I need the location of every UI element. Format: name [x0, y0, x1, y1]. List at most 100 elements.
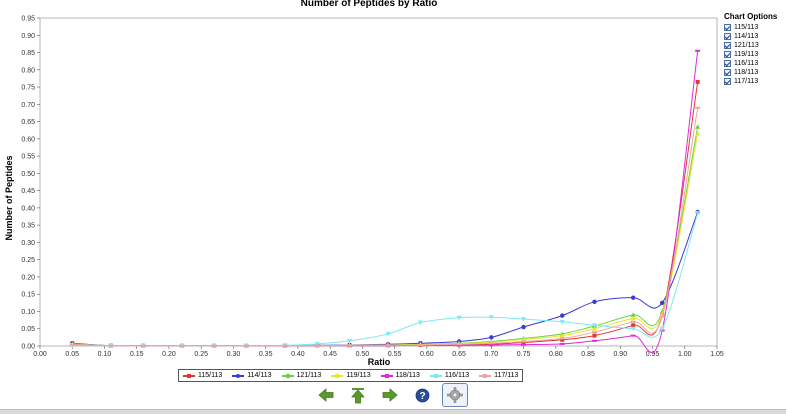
y-tick-label: 0.60 — [21, 136, 35, 143]
data-point — [695, 49, 701, 52]
x-tick-label: 0.85 — [581, 351, 595, 358]
data-point — [282, 344, 288, 347]
data-point — [659, 311, 665, 317]
legend-swatch — [380, 372, 393, 380]
checkbox-checked-icon[interactable] — [724, 42, 731, 49]
legend-item: 118/113 — [380, 372, 420, 380]
data-point — [140, 344, 146, 347]
data-point — [591, 339, 597, 342]
chart-option-label: 115/113 — [734, 24, 759, 31]
checkbox-checked-icon[interactable] — [724, 51, 731, 58]
data-point — [385, 344, 391, 347]
y-axis-label: Number of Peptides — [4, 155, 14, 240]
y-tick-label: 0.30 — [21, 240, 35, 247]
legend-item: 117/113 — [479, 372, 518, 380]
data-point — [488, 343, 494, 346]
y-tick-label: 0.15 — [21, 292, 35, 299]
data-point — [630, 295, 636, 300]
chart-option-117-113[interactable]: 117/113 — [724, 77, 784, 86]
chart-option-118-113[interactable]: 118/113 — [724, 68, 784, 77]
legend-item: 114/113 — [232, 372, 272, 380]
checkbox-checked-icon[interactable] — [724, 33, 731, 40]
top-button[interactable] — [346, 384, 370, 406]
x-tick-label: 0.10 — [98, 351, 112, 358]
y-tick-label: 0.65 — [21, 119, 35, 126]
data-point — [417, 343, 423, 346]
chart-option-116-113[interactable]: 116/113 — [724, 59, 784, 68]
x-tick-label: 1.00 — [678, 351, 692, 358]
arrow-up-icon — [351, 387, 365, 403]
x-tick-label: 0.05 — [65, 351, 79, 358]
chart-option-label: 121/113 — [734, 42, 759, 49]
y-tick-label: 0.45 — [21, 188, 35, 195]
next-button[interactable] — [378, 384, 402, 406]
data-point — [69, 343, 75, 346]
chart-option-114-113[interactable]: 114/113 — [724, 32, 784, 41]
data-point — [346, 338, 352, 344]
settings-button[interactable] — [442, 383, 468, 407]
gear-icon — [447, 387, 463, 403]
legend-label: 118/113 — [395, 372, 420, 379]
legend-label: 117/113 — [494, 372, 519, 379]
x-tick-label: 0.35 — [259, 351, 273, 358]
chart-option-121-113[interactable]: 121/113 — [724, 41, 784, 50]
data-point — [559, 337, 565, 340]
data-point — [559, 333, 565, 338]
x-tick-label: 0.50 — [356, 351, 370, 358]
legend-label: 119/113 — [346, 372, 371, 379]
help-button[interactable]: ? — [410, 384, 434, 406]
legend-label: 115/113 — [198, 372, 223, 379]
x-tick-label: 0.75 — [517, 351, 531, 358]
checkbox-checked-icon[interactable] — [724, 69, 731, 76]
y-tick-label: 0.20 — [21, 274, 35, 281]
status-bar — [0, 409, 786, 414]
data-point — [695, 124, 701, 129]
y-tick-label: 0.50 — [21, 171, 35, 178]
chart-option-115-113[interactable]: 115/113 — [724, 23, 784, 32]
chart-options-title: Chart Options — [724, 12, 778, 21]
chart-title: Number of Peptides by Ratio — [301, 0, 438, 9]
axes: 0.00 0.05 0.10 0.15 0.20 0.25 0.30 0.35 0.40 0.45… — [21, 16, 724, 359]
chart-option-119-113[interactable]: 119/113 — [724, 50, 784, 59]
y-tick-label: 0.70 — [21, 102, 35, 109]
data-point — [488, 315, 494, 320]
checkbox-checked-icon[interactable] — [724, 60, 731, 67]
data-point — [108, 344, 114, 347]
legend-swatch — [429, 372, 442, 380]
y-tick-label: 0.10 — [21, 309, 35, 316]
y-tick-label: 0.80 — [21, 67, 35, 74]
data-point — [488, 342, 494, 345]
data-point — [592, 299, 597, 305]
x-tick-label: 0.80 — [549, 351, 563, 358]
y-tick-label: 0.55 — [21, 154, 35, 161]
data-point — [659, 300, 665, 306]
y-tick-label: 0.25 — [21, 257, 35, 264]
data-point — [521, 340, 526, 345]
data-point — [211, 344, 217, 347]
legend-item: 115/113 — [183, 372, 222, 380]
x-tick-label: 0.25 — [194, 351, 208, 358]
x-axis-label: Ratio — [368, 357, 391, 367]
previous-button[interactable] — [314, 384, 338, 406]
legend-item: 116/113 — [429, 372, 469, 380]
data-point — [591, 323, 597, 328]
data-point — [314, 341, 320, 347]
data-point — [630, 315, 636, 321]
data-point — [314, 344, 320, 347]
x-tick-label: 0.20 — [162, 351, 176, 358]
legend-swatch — [479, 372, 492, 380]
checkbox-checked-icon[interactable] — [724, 24, 731, 31]
y-tick-label: 0.40 — [21, 205, 35, 212]
legend-swatch — [281, 372, 294, 380]
toolbar: ? — [314, 383, 468, 407]
data-point — [695, 79, 700, 84]
x-tick-label: 0.55 — [388, 351, 402, 358]
data-point — [179, 344, 185, 347]
plot-area — [39, 17, 718, 347]
data-point — [630, 326, 636, 332]
y-tick-label: 0.75 — [21, 85, 35, 92]
checkbox-checked-icon[interactable] — [724, 78, 731, 85]
series-117-113 — [69, 106, 701, 347]
data-point — [659, 326, 665, 332]
